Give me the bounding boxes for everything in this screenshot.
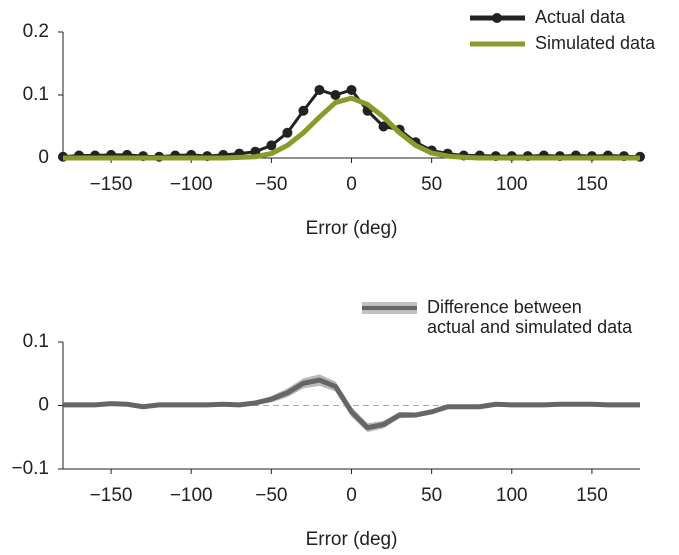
x-tick-label: 150 (576, 485, 608, 506)
y-tick-label: 0 (38, 395, 49, 416)
x-tick-label: 100 (496, 174, 528, 195)
x-tick-label: 50 (421, 174, 442, 195)
x-tick-label: −100 (170, 485, 213, 506)
x-tick-label: 150 (576, 174, 608, 195)
y-tick-label: −0.1 (11, 458, 49, 479)
x-tick-label: 0 (346, 485, 357, 506)
data-point (298, 105, 309, 116)
x-axis-label: Error (deg) (306, 218, 398, 239)
legend-label: Simulated data (535, 33, 656, 53)
x-tick-label: −150 (90, 174, 133, 195)
data-point (346, 84, 357, 95)
y-tick-label: 0.1 (23, 331, 49, 352)
y-tick-label: 0 (38, 147, 49, 168)
data-point (266, 140, 277, 151)
x-tick-label: −100 (170, 174, 213, 195)
data-point (282, 127, 293, 138)
x-tick-label: −50 (255, 174, 287, 195)
y-tick-label: 0.1 (23, 84, 49, 105)
data-point (314, 84, 325, 95)
series-line (63, 377, 640, 431)
x-tick-label: 0 (346, 174, 357, 195)
x-axis-label: Error (deg) (306, 529, 398, 550)
legend-marker (492, 13, 502, 23)
data-point (330, 90, 341, 100)
data-point (378, 121, 389, 132)
x-tick-label: 100 (496, 485, 528, 506)
y-tick-label: 0.2 (23, 21, 49, 42)
legend-label: Actual data (535, 7, 626, 27)
x-tick-label: −50 (255, 485, 287, 506)
legend-label: Difference between actual and simulated … (427, 297, 633, 337)
x-tick-label: −150 (90, 485, 133, 506)
x-tick-label: 50 (421, 485, 442, 506)
series-line (63, 95, 640, 161)
